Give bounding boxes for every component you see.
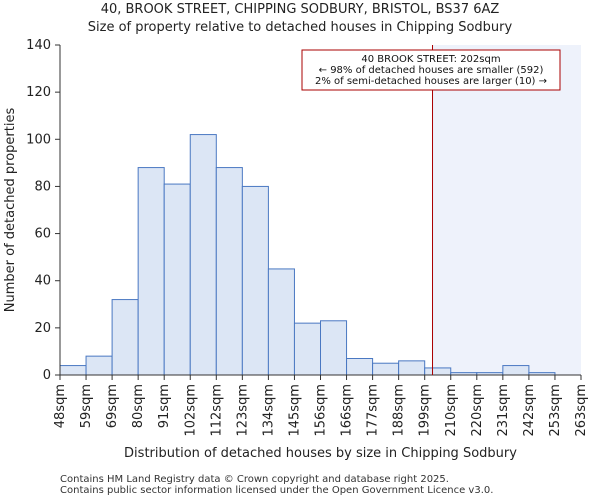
x-tick-label: 91sqm: [157, 384, 172, 428]
x-tick-label: 242sqm: [522, 384, 537, 437]
x-tick-label: 166sqm: [340, 384, 355, 437]
x-tick-label: 220sqm: [470, 384, 485, 437]
annotation-line-1: 40 BROOK STREET: 202sqm: [361, 54, 500, 65]
x-tick-label: 134sqm: [261, 384, 276, 437]
x-tick-label: 156sqm: [314, 384, 329, 437]
x-tick-label: 145sqm: [287, 384, 302, 437]
x-tick-label: 48sqm: [53, 384, 68, 428]
x-tick-label: 112sqm: [209, 384, 224, 437]
bar-91sqm: [163, 183, 191, 376]
bar-102sqm: [189, 134, 217, 376]
x-tick-label: 123sqm: [235, 384, 250, 437]
y-tick-label: 0: [43, 368, 51, 383]
chart-title: 40, BROOK STREET, CHIPPING SODBURY, BRIS…: [100, 2, 500, 17]
footer-licence: Contains public sector information licen…: [60, 485, 494, 496]
y-tick-label: 60: [34, 227, 51, 242]
x-tick-label: 188sqm: [392, 384, 407, 437]
bar-134sqm: [267, 268, 295, 376]
bar-231sqm: [502, 365, 530, 376]
bar-145sqm: [293, 322, 322, 376]
bar-166sqm: [346, 358, 374, 376]
x-tick-label: 231sqm: [496, 384, 511, 437]
y-tick-label: 100: [26, 132, 51, 147]
bar-112sqm: [215, 167, 243, 376]
bar-69sqm: [111, 299, 139, 376]
bar-48sqm: [59, 365, 87, 376]
highlight-region: [432, 45, 581, 375]
x-tick-label: 80sqm: [131, 384, 146, 428]
x-tick-label: 263sqm: [574, 384, 589, 437]
x-tick-label: 253sqm: [548, 384, 563, 437]
y-tick-label: 40: [34, 274, 51, 289]
x-tick-label: 210sqm: [444, 384, 459, 437]
bar-177sqm: [372, 362, 400, 376]
bar-80sqm: [137, 167, 165, 376]
bar-199sqm: [424, 367, 452, 376]
y-tick-label: 20: [34, 321, 51, 336]
annotation-box: [301, 49, 561, 91]
annotation-line-3: 2% of semi-detached houses are larger (1…: [315, 76, 547, 87]
annotation-line-2: ← 98% of detached houses are smaller (59…: [319, 65, 544, 76]
x-tick-label: 199sqm: [418, 384, 433, 437]
bar-123sqm: [241, 185, 269, 376]
x-tick-label: 59sqm: [79, 384, 94, 428]
x-axis-title: Distribution of detached houses by size …: [124, 446, 517, 461]
bar-156sqm: [320, 320, 348, 376]
bar-59sqm: [85, 355, 113, 376]
bar-188sqm: [398, 360, 426, 376]
footer-copyright: Contains HM Land Registry data © Crown c…: [60, 474, 449, 485]
histogram-chart: 0 20 40 60 80 100 120 140 48sqm 59sqm 69sqm 80sqm 91…: [3, 38, 589, 461]
x-tick-label: 177sqm: [366, 384, 381, 437]
y-tick-label: 120: [26, 85, 51, 100]
x-tick-label: 69sqm: [105, 384, 120, 428]
y-axis-title: Number of detached properties: [3, 108, 18, 313]
x-tick-label: 102sqm: [183, 384, 198, 437]
y-tick-label: 140: [26, 38, 51, 53]
chart-subtitle: Size of property relative to detached ho…: [87, 20, 513, 35]
y-tick-label: 80: [34, 179, 51, 194]
